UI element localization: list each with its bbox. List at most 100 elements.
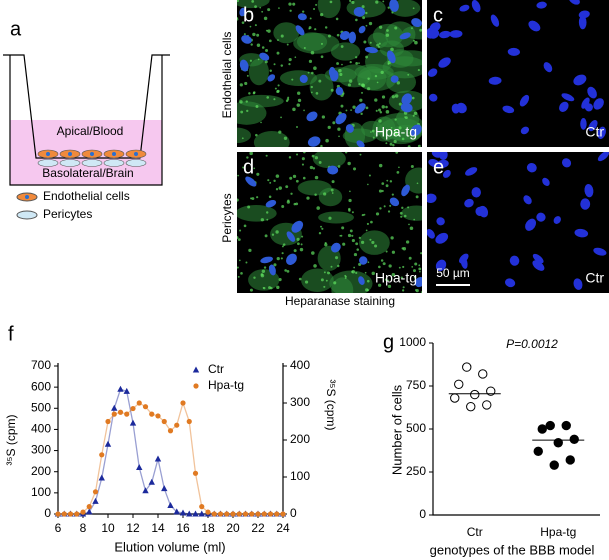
stain: [417, 144, 421, 147]
nucleus: [471, 0, 481, 13]
stain: [402, 286, 405, 289]
stain: [378, 163, 383, 168]
stain: [360, 240, 365, 244]
nucleus: [475, 206, 485, 216]
nucleus: [265, 199, 277, 208]
marker: [224, 511, 230, 517]
stain: [327, 125, 331, 130]
cytoplasm: [301, 268, 334, 292]
stain: [374, 98, 378, 102]
cytoplasm: [318, 211, 354, 224]
marker: [173, 508, 180, 515]
stain: [374, 74, 378, 78]
stain: [288, 156, 292, 159]
nucleus: [239, 7, 246, 17]
stain: [315, 92, 319, 95]
nucleus: [438, 57, 451, 68]
stain: [391, 11, 394, 14]
stain: [366, 288, 370, 292]
x-tick-label: 24: [276, 521, 290, 535]
stain: [248, 248, 252, 252]
stain: [287, 199, 290, 202]
stain: [310, 91, 313, 94]
nucleus: [520, 126, 530, 135]
cytoplasm: [376, 112, 422, 141]
x-tick-label: 22: [251, 521, 265, 535]
y2-tick-label: 100: [290, 469, 310, 483]
stain: [388, 264, 392, 268]
stain: [296, 103, 301, 107]
nucleus: [68, 152, 72, 156]
stain: [398, 166, 400, 169]
stain: [401, 289, 405, 292]
nucleus: [295, 25, 305, 36]
stain: [389, 180, 393, 183]
y-tick-label: 100: [31, 485, 51, 499]
stain: [288, 2, 292, 6]
nucleus: [428, 159, 440, 168]
nucleus: [593, 98, 604, 110]
stain: [309, 165, 313, 170]
stain: [413, 218, 416, 221]
stain: [320, 225, 323, 228]
nucleus: [597, 126, 606, 139]
stain: [408, 223, 410, 226]
stain: [405, 240, 410, 244]
stain: [412, 114, 415, 117]
marker: [129, 419, 137, 426]
y2-tick-label: 300: [290, 395, 310, 409]
stain: [419, 28, 422, 32]
stain: [248, 10, 251, 13]
cells: [237, 0, 422, 147]
cytoplasm: [279, 70, 318, 87]
marker: [142, 487, 149, 494]
y-tick-label: 1000: [399, 335, 426, 349]
stain: [348, 198, 352, 203]
stain: [412, 39, 415, 42]
cells: [427, 152, 609, 290]
marker: [180, 400, 186, 406]
legend-nucleus: [25, 195, 29, 199]
stain: [255, 104, 259, 108]
stain: [395, 152, 399, 154]
stain: [387, 210, 391, 213]
stain: [359, 98, 363, 102]
panel-label: g: [383, 331, 394, 353]
nucleus: [330, 242, 341, 253]
stain: [266, 211, 269, 214]
stain: [391, 272, 396, 277]
nucleus: [427, 193, 437, 204]
basolateral-label: Basolateral/Brain: [42, 166, 133, 180]
stain: [264, 234, 268, 238]
stain: [392, 144, 395, 147]
nucleus: [449, 30, 463, 38]
series-line: [58, 388, 283, 515]
y-tick-label: 0: [44, 506, 51, 520]
stain: [420, 252, 422, 255]
nucleus: [134, 152, 138, 156]
stain: [368, 21, 373, 26]
panel-label: f: [8, 323, 14, 345]
stain: [244, 81, 248, 86]
nucleus: [429, 93, 438, 102]
marker: [155, 413, 161, 419]
stain: [278, 278, 282, 282]
nucleus: [435, 259, 447, 272]
nucleus: [260, 256, 273, 264]
stain: [347, 83, 351, 87]
pericyte: [59, 159, 81, 167]
row-label: Endothelial cells: [220, 32, 234, 119]
stain: [237, 238, 241, 242]
marker: [149, 411, 155, 417]
stain: [371, 129, 375, 133]
stain: [297, 98, 302, 103]
micrograph: [237, 0, 422, 147]
stain: [370, 220, 373, 224]
nucleus: [490, 14, 500, 27]
nucleus: [437, 159, 449, 169]
stain: [331, 192, 334, 194]
stain: [386, 29, 389, 32]
dot: [466, 401, 476, 412]
stain: [367, 261, 370, 264]
panel-label: c: [433, 4, 443, 26]
